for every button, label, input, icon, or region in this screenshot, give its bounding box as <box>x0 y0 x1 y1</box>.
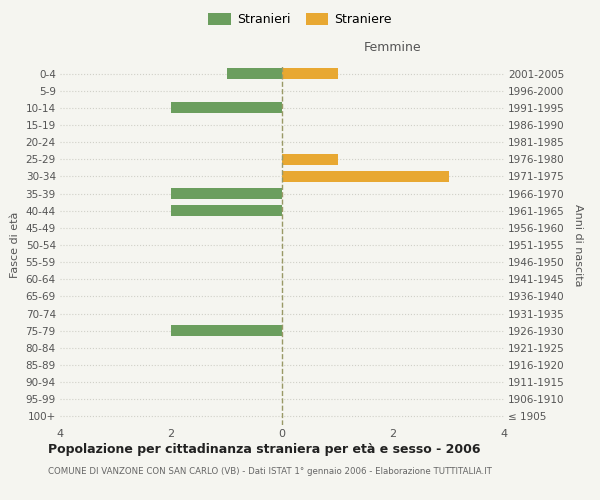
Bar <box>171 102 282 114</box>
Bar <box>171 205 282 216</box>
Bar <box>171 188 282 199</box>
Text: Femmine: Femmine <box>364 41 422 54</box>
Text: Popolazione per cittadinanza straniera per età e sesso - 2006: Popolazione per cittadinanza straniera p… <box>48 442 481 456</box>
Y-axis label: Fasce di età: Fasce di età <box>10 212 20 278</box>
Bar <box>227 68 282 79</box>
Y-axis label: Anni di nascita: Anni di nascita <box>573 204 583 286</box>
Text: COMUNE DI VANZONE CON SAN CARLO (VB) - Dati ISTAT 1° gennaio 2006 - Elaborazione: COMUNE DI VANZONE CON SAN CARLO (VB) - D… <box>48 468 492 476</box>
Legend: Stranieri, Straniere: Stranieri, Straniere <box>205 8 395 29</box>
Bar <box>282 68 337 79</box>
Bar <box>282 171 449 182</box>
Bar <box>171 325 282 336</box>
Bar <box>282 154 337 165</box>
